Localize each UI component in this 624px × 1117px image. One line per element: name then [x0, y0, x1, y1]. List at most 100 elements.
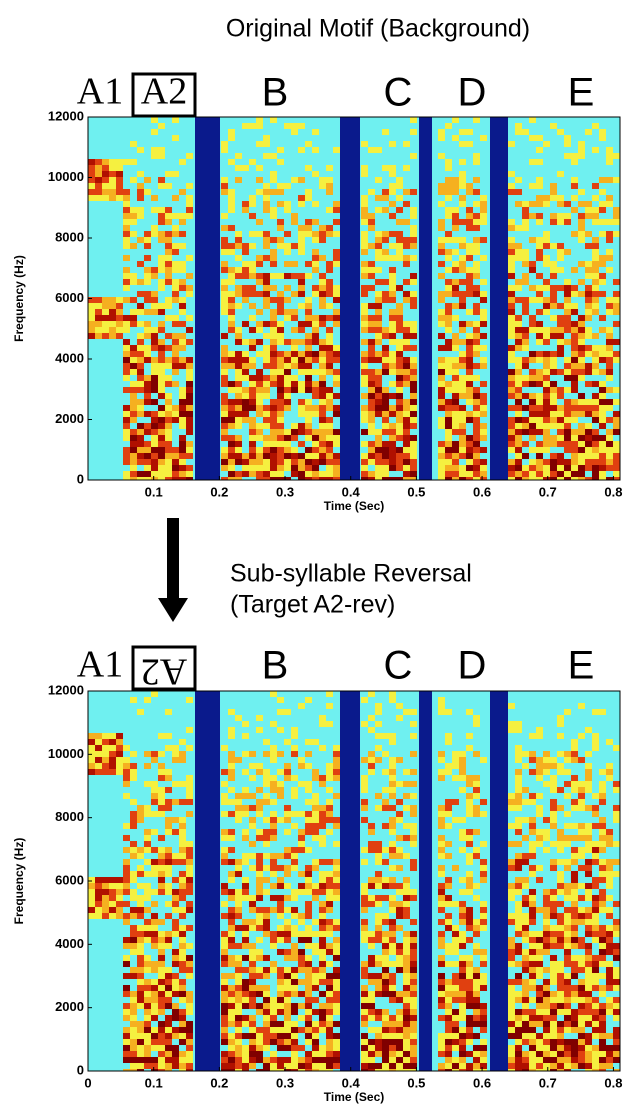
spectrogram-cell — [165, 991, 172, 997]
spectrogram-cell — [312, 249, 319, 255]
spectrogram-cell — [473, 213, 480, 219]
spectrogram-cell — [564, 841, 571, 847]
spectrogram-cell — [536, 1051, 543, 1057]
spectrogram-cell — [172, 829, 179, 835]
spectrogram-cell — [445, 123, 452, 129]
spectrogram-cell — [403, 1009, 410, 1015]
spectrogram-cell — [319, 225, 326, 231]
spectrogram-cell — [333, 249, 340, 255]
spectrogram-cell — [137, 709, 144, 715]
silence-gap — [340, 117, 360, 480]
spectrogram-cell — [606, 931, 613, 937]
spectrogram-cell — [599, 931, 606, 937]
spectrogram-cell — [242, 835, 249, 841]
spectrogram-cell — [445, 345, 452, 351]
spectrogram-cell — [179, 781, 186, 787]
spectrogram-cell — [312, 147, 319, 153]
spectrogram-cell — [382, 883, 389, 889]
x-tick-label: 0.1 — [145, 1075, 163, 1090]
spectrogram-cell — [375, 721, 382, 727]
spectrogram-cell — [249, 399, 256, 405]
spectrogram-cell — [144, 357, 151, 363]
spectrogram-cell — [452, 865, 459, 871]
spectrogram-cell — [361, 901, 368, 907]
spectrogram-cell — [277, 1063, 284, 1069]
spectrogram-cell — [172, 961, 179, 967]
spectrogram-cell — [368, 339, 375, 345]
spectrogram-cell — [312, 883, 319, 889]
spectrogram-cell — [228, 297, 235, 303]
spectrogram-cell — [291, 123, 298, 129]
spectrogram-cell — [270, 423, 277, 429]
spectrogram-cell — [151, 339, 158, 345]
spectrogram-cell — [88, 165, 95, 171]
spectrogram-cell — [305, 189, 312, 195]
spectrogram-cell — [578, 703, 585, 709]
spectrogram-cell — [242, 273, 249, 279]
spectrogram-cell — [256, 1033, 263, 1039]
spectrogram-cell — [179, 889, 186, 895]
spectrogram-cell — [571, 781, 578, 787]
spectrogram-cell — [613, 997, 620, 1003]
spectrogram-cell — [95, 913, 102, 919]
spectrogram-cell — [165, 871, 172, 877]
spectrogram-cell — [228, 955, 235, 961]
spectrogram-cell — [592, 1015, 599, 1021]
spectrogram-cell — [242, 411, 249, 417]
spectrogram-cell — [312, 997, 319, 1003]
spectrogram-cell — [578, 321, 585, 327]
spectrogram-cell — [263, 955, 270, 961]
spectrogram-cell — [326, 799, 333, 805]
spectrogram-cell — [466, 991, 473, 997]
spectrogram-cell — [382, 991, 389, 997]
spectrogram-cell — [403, 937, 410, 943]
spectrogram-cell — [543, 1003, 550, 1009]
spectrogram-cell — [235, 333, 242, 339]
spectrogram-cell — [333, 285, 340, 291]
spectrogram-cell — [221, 937, 228, 943]
spectrogram-cell — [228, 835, 235, 841]
spectrogram-cell — [319, 775, 326, 781]
spectrogram-cell — [151, 327, 158, 333]
spectrogram-cell — [410, 405, 417, 411]
spectrogram-cell — [242, 393, 249, 399]
spectrogram-cell — [550, 889, 557, 895]
spectrogram-cell — [256, 763, 263, 769]
spectrogram-cell — [333, 1057, 340, 1063]
spectrogram-cell — [550, 991, 557, 997]
spectrogram-cell — [382, 471, 389, 477]
spectrogram-cell — [305, 979, 312, 985]
spectrogram-cell — [403, 261, 410, 267]
spectrogram-cell — [158, 1003, 165, 1009]
spectrogram-cell — [382, 345, 389, 351]
spectrogram-cell — [410, 721, 417, 727]
spectrogram-cell — [571, 303, 578, 309]
spectrogram-cell — [543, 441, 550, 447]
spectrogram-cell — [599, 453, 606, 459]
spectrogram-cell — [592, 1057, 599, 1063]
spectrogram-cell — [515, 727, 522, 733]
spectrogram-cell — [235, 979, 242, 985]
spectrogram-cell — [172, 901, 179, 907]
spectrogram-cell — [557, 1033, 564, 1039]
spectrogram-cell — [592, 1051, 599, 1057]
spectrogram-cell — [172, 405, 179, 411]
spectrogram-cell — [529, 949, 536, 955]
spectrogram-cell — [186, 255, 193, 261]
spectrogram-cell — [410, 1051, 417, 1057]
spectrogram-cell — [235, 997, 242, 1003]
spectrogram-cell — [459, 177, 466, 183]
spectrogram-cell — [585, 931, 592, 937]
spectrogram-cell — [277, 189, 284, 195]
spectrogram-cell — [536, 949, 543, 955]
spectrogram-cell — [144, 931, 151, 937]
spectrogram-cell — [515, 973, 522, 979]
spectrogram-cell — [550, 435, 557, 441]
spectrogram-cell — [543, 375, 550, 381]
spectrogram-cell — [606, 405, 613, 411]
spectrogram-cell — [585, 781, 592, 787]
spectrogram-cell — [438, 937, 445, 943]
spectrogram-cell — [277, 219, 284, 225]
spectrogram-cell — [438, 775, 445, 781]
spectrogram-cell — [396, 967, 403, 973]
